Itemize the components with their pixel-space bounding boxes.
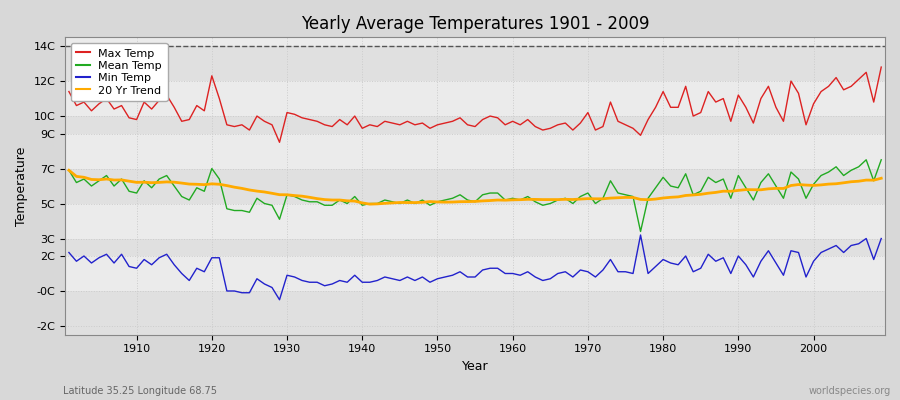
Bar	[65, 326, 885, 335]
X-axis label: Year: Year	[462, 360, 489, 373]
Title: Yearly Average Temperatures 1901 - 2009: Yearly Average Temperatures 1901 - 2009	[301, 15, 649, 33]
Bar	[65, 46, 885, 81]
Bar	[65, 291, 885, 326]
Bar	[65, 134, 885, 168]
Y-axis label: Temperature: Temperature	[15, 146, 28, 226]
Bar	[65, 238, 885, 256]
Bar	[65, 116, 885, 134]
Text: worldspecies.org: worldspecies.org	[809, 386, 891, 396]
Bar	[65, 256, 885, 291]
Bar	[65, 168, 885, 204]
Bar	[65, 204, 885, 238]
Bar	[65, 81, 885, 116]
Text: Latitude 35.25 Longitude 68.75: Latitude 35.25 Longitude 68.75	[63, 386, 217, 396]
Bar	[65, 37, 885, 46]
Legend: Max Temp, Mean Temp, Min Temp, 20 Yr Trend: Max Temp, Mean Temp, Min Temp, 20 Yr Tre…	[71, 43, 167, 101]
